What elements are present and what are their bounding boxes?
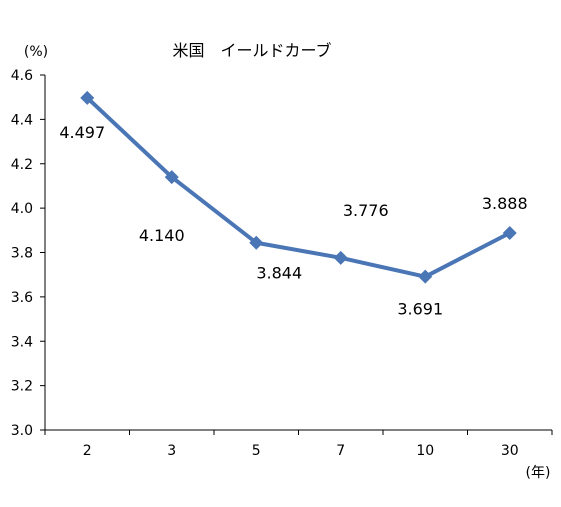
data-label: 4.140 — [139, 226, 185, 245]
chart-title: 米国 イールドカーブ — [172, 41, 331, 60]
y-tick-label: 4.6 — [11, 68, 33, 84]
data-point-marker — [164, 170, 179, 185]
y-tick-label: 3.6 — [11, 290, 33, 306]
data-label: 4.497 — [59, 123, 105, 142]
data-label: 3.844 — [256, 264, 302, 283]
y-tick-label: 3.2 — [11, 379, 33, 395]
data-point-marker — [249, 235, 264, 250]
data-labels: 4.497 4.140 3.844 3.776 3.691 3.888 — [59, 123, 527, 319]
y-tick-label: 3.4 — [11, 334, 33, 350]
data-label: 3.776 — [343, 201, 389, 220]
data-point-marker — [418, 269, 433, 284]
x-tick-label: 2 — [83, 443, 92, 459]
x-tick-label: 3 — [167, 443, 176, 459]
x-tick-label: 10 — [416, 443, 434, 459]
data-point-marker — [333, 250, 348, 265]
x-axis-unit: (年) — [526, 465, 551, 481]
x-tick-label: 5 — [252, 443, 261, 459]
data-label: 3.888 — [482, 194, 528, 213]
y-tick-label: 4.0 — [11, 201, 33, 217]
x-tick-label: 7 — [336, 443, 345, 459]
series-markers — [80, 90, 517, 284]
y-axis-ticks: 3.0 3.2 3.4 3.6 3.8 4.0 4.2 4.4 4.6 — [11, 68, 45, 439]
x-axis-ticks: 2 3 5 7 10 30 — [44, 430, 553, 459]
y-tick-label: 4.4 — [11, 112, 33, 128]
y-tick-label: 4.2 — [11, 157, 33, 173]
data-point-marker — [502, 225, 517, 240]
y-tick-label: 3.0 — [11, 423, 33, 439]
data-point-marker — [80, 90, 95, 105]
y-tick-label: 3.8 — [11, 246, 33, 262]
x-tick-label: 30 — [501, 443, 519, 459]
data-label: 3.691 — [397, 300, 443, 319]
series-line — [85, 96, 511, 279]
y-axis-unit: (%) — [24, 44, 48, 60]
